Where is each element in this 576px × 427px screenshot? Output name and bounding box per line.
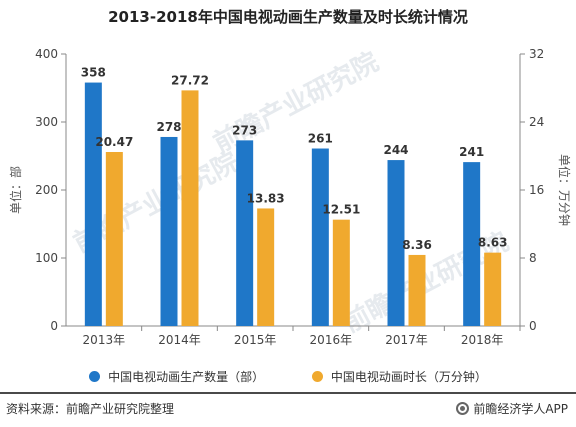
data-label-count: 358 [81,66,106,80]
bar-duration [408,254,426,326]
data-label-duration: 8.36 [402,238,432,252]
data-label-duration: 12.51 [322,203,360,217]
legend-swatch-count [89,371,101,382]
legend-label-duration: 中国电视动画时长（万分钟） [330,370,487,384]
data-label-count: 261 [308,132,333,146]
data-label-count: 244 [383,143,408,157]
y-right-tick-label: 16 [529,183,544,197]
brand-name: 前瞻经济学人APP [473,402,568,416]
y-right-tick-label: 24 [529,115,544,129]
y-right-tick-label: 0 [529,319,537,333]
brand-logo-icon [456,402,470,415]
x-tick-label: 2015年 [234,333,277,347]
y-axis-right-label: 单位：万分钟 [557,154,572,226]
legend-swatch-duration [311,371,323,382]
y-axis-left-label: 单位：部 [8,166,23,214]
bar-count [236,140,254,326]
x-tick-label: 2013年 [83,333,126,347]
bar-duration [257,208,275,326]
bar-count [387,160,405,326]
data-label-duration: 13.83 [247,191,285,205]
chart-title: 2013-2018年中国电视动画生产数量及时长统计情况 [108,8,468,26]
x-tick-label: 2016年 [310,333,353,347]
bar-duration [105,152,123,326]
x-tick-label: 2017年 [385,333,428,347]
y-left-tick-label: 400 [35,47,58,61]
y-left-tick-label: 100 [35,251,58,265]
footer-divider [0,392,576,394]
y-left-tick-label: 200 [35,183,58,197]
brand: 前瞻经济学人APP [456,400,568,417]
legend-label-count: 中国电视动画生产数量（部） [108,370,265,384]
watermark-text: 前瞻产业研究院 [208,46,383,159]
bar-count [463,162,481,326]
x-tick-label: 2018年 [461,333,504,347]
bar-duration [332,219,350,326]
legend-item-count: 中国电视动画生产数量（部） [89,368,264,385]
legend: 中国电视动画生产数量（部） 中国电视动画时长（万分钟） [0,368,576,385]
data-label-count: 278 [156,120,181,134]
data-label-count: 273 [232,123,257,137]
source-note: 资料来源：前瞻产业研究院整理 [6,402,175,416]
bar-duration [181,90,199,326]
data-label-duration: 27.72 [171,73,209,87]
data-label-duration: 8.63 [478,236,508,250]
bar-count [84,82,102,326]
y-left-tick-label: 300 [35,115,58,129]
bar-duration [484,252,502,326]
bar-count [160,136,178,326]
x-tick-label: 2014年 [158,333,201,347]
data-label-count: 241 [459,145,484,159]
y-right-tick-label: 32 [529,47,544,61]
y-right-tick-label: 8 [529,251,537,265]
data-label-duration: 20.47 [95,135,133,149]
y-left-tick-label: 0 [50,319,58,333]
legend-item-duration: 中国电视动画时长（万分钟） [311,368,487,385]
bar-count [311,148,329,326]
